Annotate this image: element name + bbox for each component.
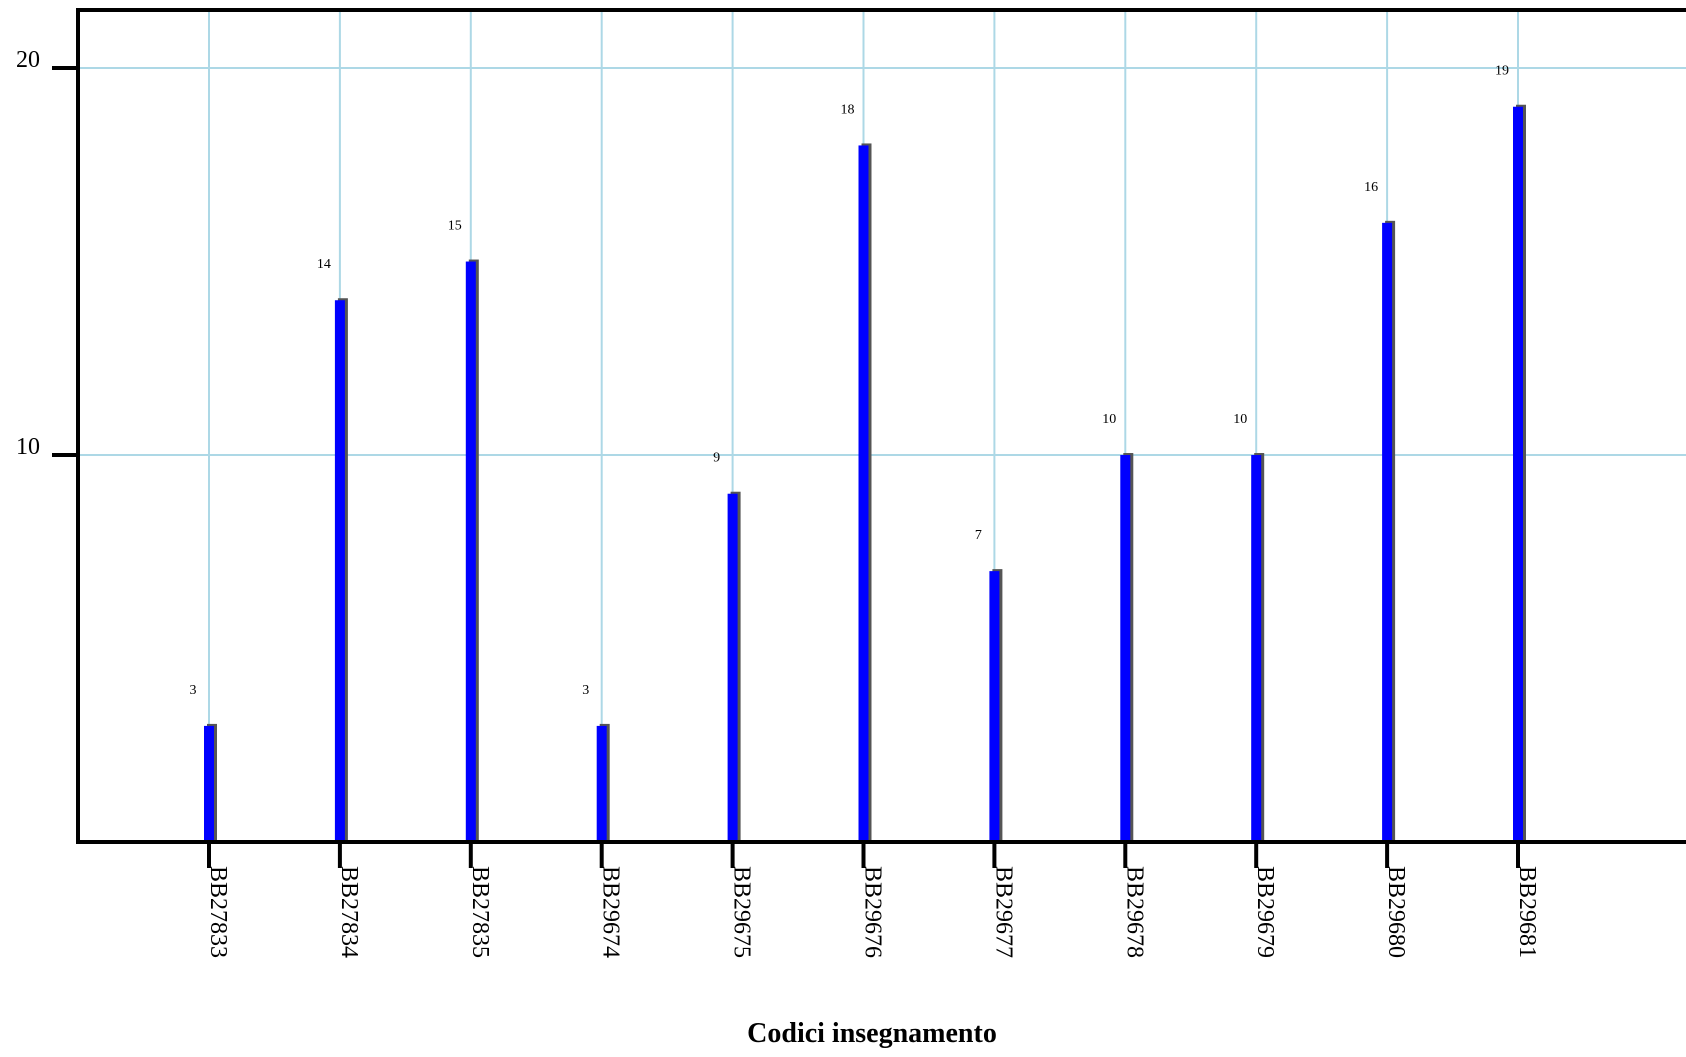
x-tick-label: BB29681	[1514, 866, 1540, 958]
bar	[1382, 222, 1393, 842]
bar-value-label: 10	[1102, 412, 1116, 427]
bar-value-label: 15	[448, 219, 462, 234]
bar-value-label: 3	[582, 683, 589, 698]
bar-value-label: 3	[190, 683, 197, 698]
bar-value-label: 16	[1364, 180, 1378, 195]
bar	[465, 261, 476, 842]
x-tick-label: BB29674	[598, 866, 624, 958]
x-tick-label: BB29675	[729, 866, 755, 958]
x-tick-label: BB29678	[1121, 866, 1147, 958]
bar	[858, 145, 869, 842]
axes	[52, 8, 1686, 868]
x-tick-label: BB29679	[1252, 866, 1278, 958]
bar	[989, 571, 1000, 842]
bar-value-label: 19	[1495, 64, 1509, 79]
x-tick-label: BB29676	[860, 866, 886, 958]
bar	[204, 725, 214, 842]
y-tick-label: 20	[16, 47, 40, 73]
x-tick-label: BB29677	[990, 866, 1016, 958]
bar-value-label: 10	[1233, 412, 1247, 427]
bars	[204, 104, 1526, 842]
bar	[1513, 106, 1523, 842]
x-tick-label: BB27833	[205, 866, 231, 958]
grid	[78, 10, 1686, 842]
bar	[1251, 455, 1262, 842]
x-tick-label: BB27834	[336, 866, 362, 958]
bar	[596, 725, 607, 842]
x-tick-label: BB29680	[1383, 866, 1409, 958]
bar	[334, 300, 345, 842]
bar-value-label: 18	[841, 102, 855, 117]
y-tick-label: 10	[16, 434, 40, 460]
bar-value-label: 9	[713, 451, 720, 466]
bar-value-label: 14	[317, 257, 331, 272]
x-axis-title: Codici insegnamento	[747, 1018, 997, 1049]
bar-value-label: 7	[975, 528, 982, 543]
bar	[727, 493, 738, 842]
bar	[1120, 455, 1131, 842]
x-tick-label: BB27835	[467, 866, 493, 958]
labels: 3 14 15 3 9 18 7 10 10 16 19 10 20 BB27833 BB27834 BB27…	[16, 47, 1540, 958]
